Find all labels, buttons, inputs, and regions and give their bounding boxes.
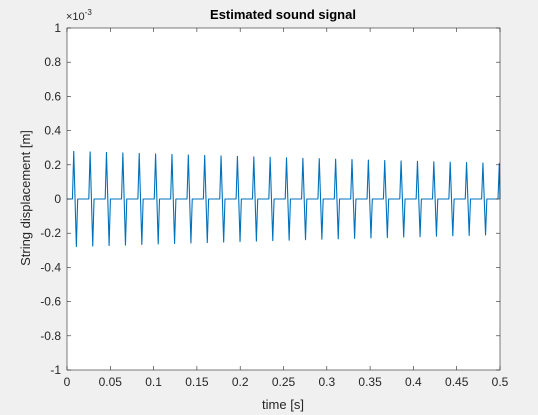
- x-tick-label: 0.15: [185, 375, 209, 389]
- y-tick-label: -0.6: [40, 295, 61, 309]
- y-tick-label: -0.4: [40, 260, 61, 274]
- y-tick-label: 0.4: [44, 124, 61, 138]
- x-tick-label: 0.5: [492, 375, 509, 389]
- signal-line: [67, 150, 501, 248]
- x-tick-label: 0: [64, 375, 71, 389]
- y-tick-label: 0.6: [44, 89, 61, 103]
- exponent-power: -3: [85, 8, 93, 17]
- x-tick-label: 0.3: [318, 375, 335, 389]
- x-tick-label: 0.1: [145, 375, 162, 389]
- y-axis-tick-labels: -1 -0.8 -0.6 -0.4 -0.2 0 0.2 0.4 0.6 0.8 1: [40, 21, 61, 377]
- exponent-label: ×10-3: [66, 8, 92, 23]
- y-tick-label: 0: [54, 192, 61, 206]
- y-tick-label: 0.8: [44, 55, 61, 69]
- x-tick-label: 0.25: [272, 375, 296, 389]
- y-axis-label: String displacement [m]: [18, 130, 33, 266]
- data-layer: [67, 150, 501, 248]
- y-tick-label: 0.2: [44, 158, 61, 172]
- x-tick-label: 0.4: [405, 375, 422, 389]
- y-tick-label: 1: [54, 21, 61, 35]
- x-tick-label: 0.45: [445, 375, 469, 389]
- exponent-base: ×10: [66, 11, 85, 23]
- x-tick-label: 0.05: [99, 375, 123, 389]
- x-tick-label: 0.35: [358, 375, 382, 389]
- x-axis-tick-labels: 0 0.05 0.1 0.15 0.2 0.25 0.3 0.35 0.4 0.45 0.5: [64, 375, 509, 389]
- y-axis-ticks: [67, 27, 500, 371]
- x-axis-ticks: [66, 28, 501, 370]
- chart-title: Estimated sound signal: [210, 7, 356, 22]
- x-tick-label: 0.2: [232, 375, 249, 389]
- x-axis-label: time [s]: [262, 397, 304, 412]
- y-tick-label: -0.2: [40, 226, 61, 240]
- y-tick-label: -0.8: [40, 329, 61, 343]
- y-tick-label: -1: [50, 363, 61, 377]
